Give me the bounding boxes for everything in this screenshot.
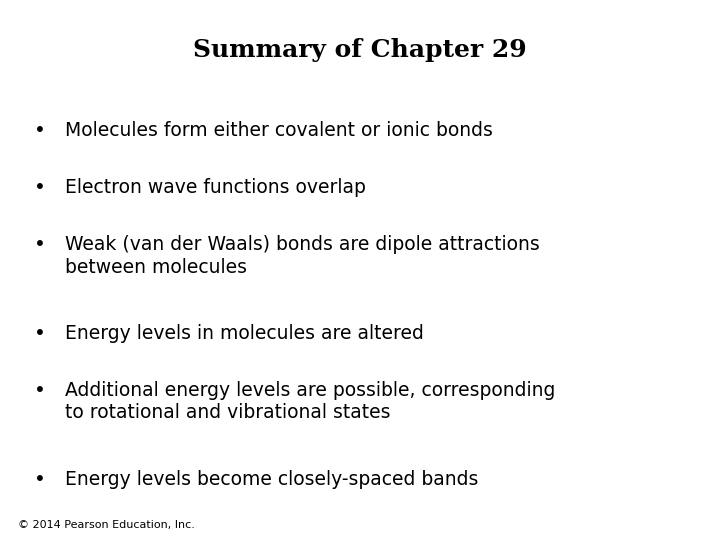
Text: •: • (34, 324, 45, 343)
Text: Summary of Chapter 29: Summary of Chapter 29 (193, 38, 527, 62)
Text: Additional energy levels are possible, corresponding
to rotational and vibration: Additional energy levels are possible, c… (65, 381, 555, 422)
Text: Energy levels become closely-spaced bands: Energy levels become closely-spaced band… (65, 470, 478, 489)
Text: •: • (34, 381, 45, 400)
Text: Weak (van der Waals) bonds are dipole attractions
between molecules: Weak (van der Waals) bonds are dipole at… (65, 235, 539, 276)
Text: •: • (34, 470, 45, 489)
Text: © 2014 Pearson Education, Inc.: © 2014 Pearson Education, Inc. (18, 520, 195, 530)
Text: Electron wave functions overlap: Electron wave functions overlap (65, 178, 366, 197)
Text: Molecules form either covalent or ionic bonds: Molecules form either covalent or ionic … (65, 122, 492, 140)
Text: •: • (34, 235, 45, 254)
Text: •: • (34, 178, 45, 197)
Text: Energy levels in molecules are altered: Energy levels in molecules are altered (65, 324, 423, 343)
Text: •: • (34, 122, 45, 140)
